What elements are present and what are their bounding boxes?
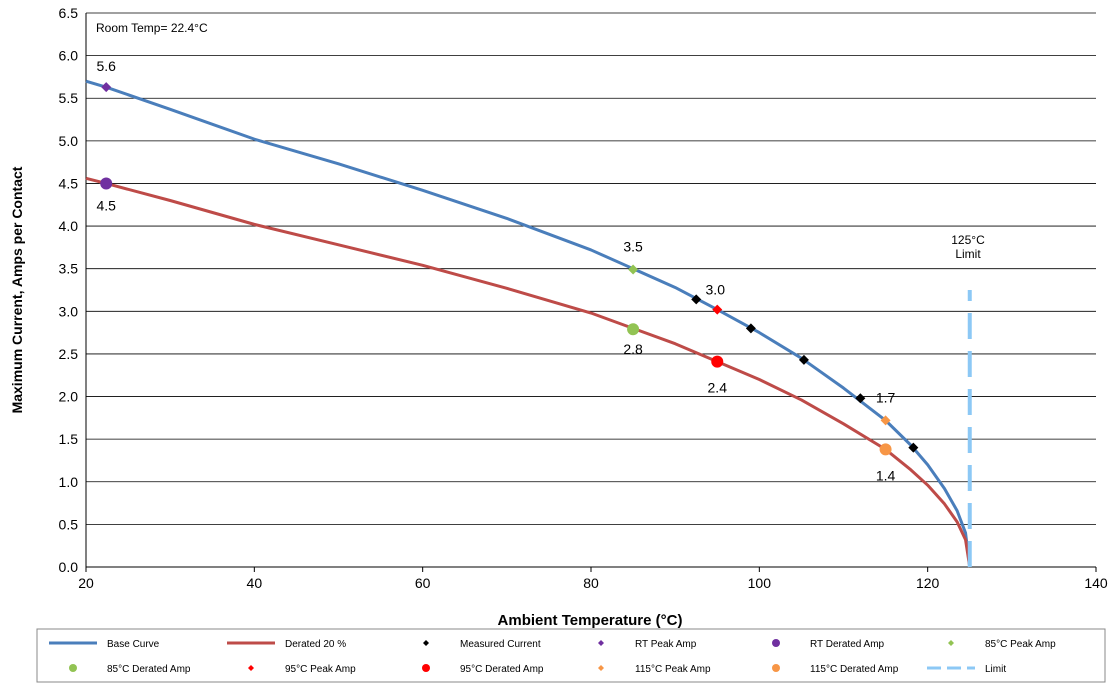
- rt-peak-amp-marker: [101, 82, 112, 93]
- legend-swatch-85-c-peak-amp: [948, 640, 954, 646]
- legend-label-rt-peak-amp: RT Peak Amp: [635, 639, 697, 650]
- legend-label-measured-current: Measured Current: [460, 639, 541, 650]
- measured-current-marker: [798, 354, 809, 365]
- y-tick-label: 6.5: [59, 5, 79, 21]
- legend-label-95-c-peak-amp: 95°C Peak Amp: [285, 664, 356, 675]
- 115-c-peak-amp-data-label: 1.7: [876, 389, 896, 405]
- measured-current-marker: [691, 294, 702, 305]
- 95-c-derated-amp-marker: [711, 355, 724, 368]
- x-tick-label: 60: [415, 575, 431, 591]
- legend-label-limit: Limit: [985, 664, 1006, 675]
- y-tick-label: 0.0: [59, 559, 79, 575]
- grid: [86, 12, 1096, 568]
- 95-c-derated-amp-data-label: 2.4: [708, 380, 728, 396]
- y-tick-label: 0.5: [59, 516, 79, 532]
- legend-label-115-c-peak-amp: 115°C Peak Amp: [635, 664, 711, 675]
- 95-c-peak-amp-marker: [712, 304, 723, 315]
- y-tick-label: 2.0: [59, 389, 79, 405]
- legend-swatch-rt-derated-amp: [772, 639, 780, 647]
- y-tick-label: 1.0: [59, 474, 79, 490]
- limit-annotation-line2: Limit: [955, 247, 981, 261]
- series-layer: [85, 79, 972, 568]
- 85-c-derated-amp-data-label: 2.8: [623, 341, 643, 357]
- legend-label-85-c-derated-amp: 85°C Derated Amp: [107, 664, 191, 675]
- measured-current-marker: [745, 323, 756, 334]
- measured-current-marker: [908, 442, 919, 453]
- legend-swatch-115-c-peak-amp: [598, 665, 604, 671]
- legend-swatch-rt-peak-amp: [598, 640, 604, 646]
- y-tick-label: 4.5: [59, 175, 79, 191]
- x-tick-label: 100: [748, 575, 772, 591]
- y-tick-label: 4.0: [59, 218, 79, 234]
- y-tick-label: 5.0: [59, 133, 79, 149]
- 85-c-peak-amp-marker: [628, 264, 639, 275]
- 115-c-derated-amp-data-label: 1.4: [876, 467, 896, 483]
- legend-swatch-95-c-peak-amp: [248, 665, 254, 671]
- limit-annotation-line1: 125°C: [951, 233, 985, 247]
- x-tick-label: 20: [78, 575, 94, 591]
- derated-20-line: [85, 176, 972, 568]
- y-tick-label: 2.5: [59, 346, 79, 362]
- y-tick-label: 3.0: [59, 303, 79, 319]
- legend-label-derated-20: Derated 20 %: [285, 639, 346, 650]
- 115-c-derated-amp-marker: [879, 443, 892, 456]
- y-axis-title: Maximum Current, Amps per Contact: [9, 166, 25, 413]
- axis-ticks: 0.0 0.5 1.0 1.5 2.0 2.5 3.0 3.5 4.0 4.5 5.0 5.5 6.0 6…: [59, 5, 1108, 591]
- 115-c-peak-amp-marker: [880, 415, 891, 426]
- data-labels: 5.6 4.5 3.5 2.8 3.0 2.4 1.7 1.4: [96, 58, 895, 483]
- x-tick-label: 120: [916, 575, 940, 591]
- markers-layer: [100, 82, 919, 456]
- base-curve-line: [85, 79, 972, 568]
- legend-label-95-c-derated-amp: 95°C Derated Amp: [460, 664, 544, 675]
- room-temp-annotation: Room Temp= 22.4°C: [96, 21, 208, 35]
- legend-swatch-95-c-derated-amp: [422, 664, 430, 672]
- legend-label-85-c-peak-amp: 85°C Peak Amp: [985, 639, 1056, 650]
- 85-c-derated-amp-marker: [627, 323, 640, 336]
- rt-peak-amp-data-label: 5.6: [96, 58, 116, 74]
- y-tick-label: 1.5: [59, 431, 79, 447]
- rt-derated-amp-data-label: 4.5: [96, 197, 116, 213]
- 95-c-peak-amp-data-label: 3.0: [706, 282, 726, 298]
- x-axis-title: Ambient Temperature (°C): [498, 612, 683, 629]
- legend-box: [36, 628, 1106, 683]
- legend-swatch-115-c-derated-amp: [772, 664, 780, 672]
- rt-derated-amp-marker: [100, 177, 113, 190]
- legend-label-base-curve: Base Curve: [107, 639, 160, 650]
- legend-label-rt-derated-amp: RT Derated Amp: [810, 639, 885, 650]
- y-tick-label: 6.0: [59, 48, 79, 64]
- x-tick-label: 80: [583, 575, 599, 591]
- room-temp-box: Room Temp= 22.4°C: [88, 13, 260, 42]
- legend-swatch-measured-current: [423, 640, 429, 646]
- 85-c-peak-amp-data-label: 3.5: [623, 239, 643, 255]
- x-tick-label: 40: [247, 575, 263, 591]
- legend: Base Curve Derated 20 % Measured Current RT…: [36, 628, 1106, 683]
- y-tick-label: 3.5: [59, 261, 79, 277]
- y-tick-label: 5.5: [59, 90, 79, 106]
- axes: [85, 13, 1096, 568]
- measured-current-marker: [855, 393, 866, 404]
- legend-swatch-85-c-derated-amp: [69, 664, 77, 672]
- x-tick-label: 140: [1084, 575, 1108, 591]
- legend-label-115-c-derated-amp: 115°C Derated Amp: [810, 664, 899, 675]
